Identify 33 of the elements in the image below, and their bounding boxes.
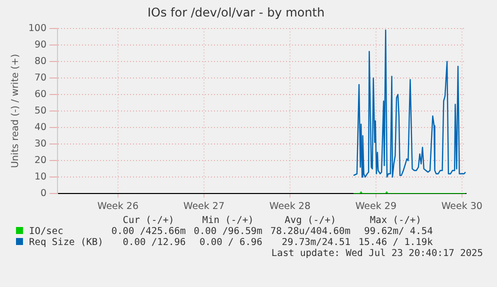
x-tick-label: Week 29 bbox=[355, 200, 396, 212]
x-tick-label: Week 26 bbox=[97, 200, 139, 212]
y-tick-label: 60 bbox=[34, 88, 47, 100]
y-tick-label: 100 bbox=[28, 22, 47, 34]
text: 0.00 /96.59m bbox=[192, 226, 264, 237]
x-tick-label: Week 28 bbox=[269, 200, 310, 212]
text: 15.46 / 1.19k bbox=[357, 237, 434, 248]
y-tick-label: 40 bbox=[34, 122, 47, 133]
text: 78.28u/404.60m bbox=[269, 226, 352, 237]
y-tick-label: 50 bbox=[34, 105, 47, 116]
text: Avg (-/+) bbox=[284, 215, 338, 226]
y-tick-label: 10 bbox=[34, 172, 47, 183]
y-tick-label: 80 bbox=[34, 56, 47, 67]
x-tick-label: Week 30 bbox=[441, 200, 482, 212]
text: Cur (-/+) bbox=[122, 215, 176, 226]
x-tick-label: Week 27 bbox=[183, 200, 224, 212]
y-tick-label: 70 bbox=[34, 72, 47, 84]
y-tick-label: 20 bbox=[34, 155, 47, 166]
chart-title: IOs for /dev/ol/var - by month bbox=[147, 5, 325, 20]
legend-label: Req Size (KB) bbox=[28, 237, 104, 248]
y-tick-label: 0 bbox=[40, 188, 47, 200]
text: 0.00 /425.66m bbox=[110, 226, 187, 237]
text: 99.62m/ 4.54 bbox=[363, 226, 434, 237]
text: Min (-/+) bbox=[201, 215, 255, 226]
legend-label: IO/sec bbox=[28, 226, 64, 237]
y-tick-label: 90 bbox=[34, 39, 47, 50]
y-tick-label: 30 bbox=[34, 138, 47, 150]
text: 0.00 /12.96 bbox=[122, 237, 187, 248]
text: Last update: Wed Jul 23 20:40:17 2025 bbox=[270, 248, 483, 259]
text: 0.00 / 6.96 bbox=[198, 237, 264, 248]
text: 29.73m/24.51 bbox=[280, 237, 352, 248]
text: Max (-/+) bbox=[368, 215, 422, 226]
y-axis-title: Units read (-) / write (+) bbox=[10, 54, 22, 168]
